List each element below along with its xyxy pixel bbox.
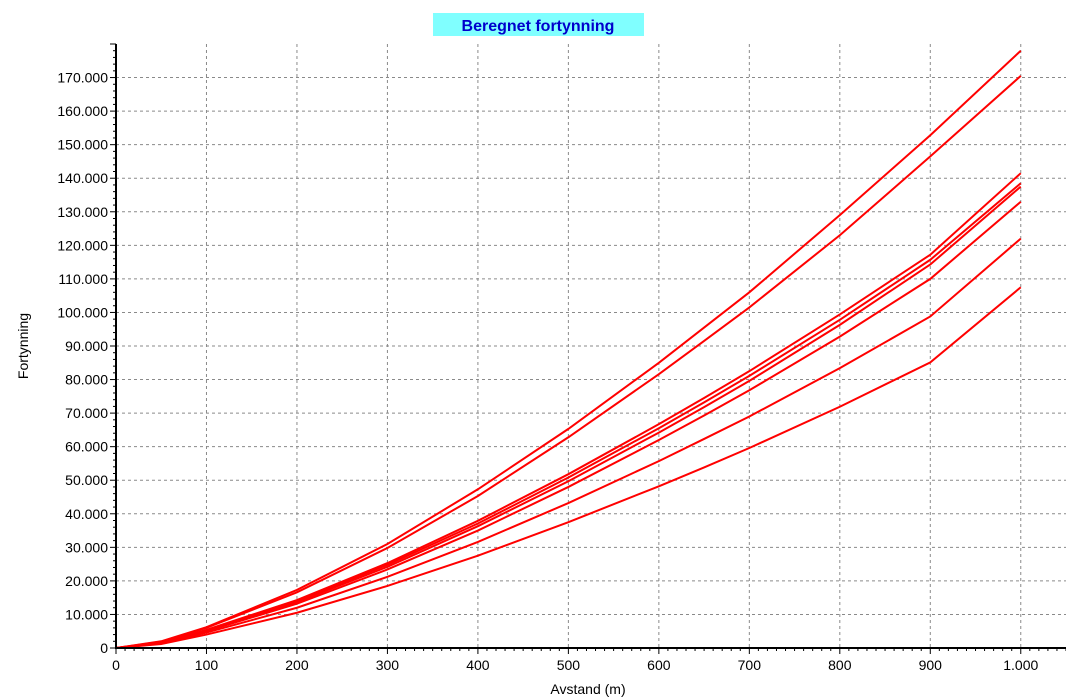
y-tick-label: 100.000	[57, 304, 108, 320]
y-tick-label: 20.000	[65, 573, 108, 589]
y-axis-title: Fortynning	[15, 313, 31, 379]
x-tick-labels: 0 100 200 300 400 500 600 700 800 900 1.000	[112, 657, 1038, 673]
y-tick-label: 50.000	[65, 472, 108, 488]
y-tick-label: 170.000	[57, 70, 108, 86]
series-line-6	[115, 200, 1022, 649]
y-tick-label: 90.000	[65, 338, 108, 354]
y-tick-label: 40.000	[65, 506, 108, 522]
series-line-2	[115, 75, 1022, 649]
x-axis-title: Avstand (m)	[550, 681, 625, 697]
x-tick-label: 600	[647, 657, 671, 673]
y-tick-label: 160.000	[57, 103, 108, 119]
y-tick-label: 30.000	[65, 539, 108, 555]
title-background	[433, 13, 644, 36]
x-tick-label: 400	[466, 657, 490, 673]
y-tick-label: 150.000	[57, 137, 108, 153]
x-tick-label: 1.000	[1003, 657, 1038, 673]
x-tick-label: 900	[919, 657, 943, 673]
y-tick-label: 60.000	[65, 439, 108, 455]
grid	[116, 44, 1066, 648]
chart-title: Beregnet fortynning	[462, 18, 615, 35]
y-tick-label: 0	[100, 640, 108, 656]
y-tick-label: 120.000	[57, 237, 108, 253]
y-tick-label: 130.000	[57, 204, 108, 220]
x-tick-label: 100	[195, 657, 219, 673]
y-tick-label: 70.000	[65, 405, 108, 421]
series-group	[115, 49, 1022, 649]
y-tick-label: 140.000	[57, 170, 108, 186]
x-tick-label: 500	[557, 657, 581, 673]
x-tick-label: 800	[828, 657, 852, 673]
y-tick-label: 80.000	[65, 372, 108, 388]
x-tick-label: 300	[376, 657, 400, 673]
x-tick-label: 0	[112, 657, 120, 673]
y-tick-label: 10.000	[65, 606, 108, 622]
x-tick-label: 700	[738, 657, 762, 673]
series-line-7	[115, 237, 1022, 649]
y-tick-label: 110.000	[58, 271, 108, 287]
series-line-8	[115, 286, 1022, 649]
x-tick-label: 200	[285, 657, 309, 673]
axes	[110, 43, 1066, 654]
y-tick-labels: 0 10.000 20.000 30.000 40.000 50.000 60.000 70.…	[57, 70, 108, 656]
